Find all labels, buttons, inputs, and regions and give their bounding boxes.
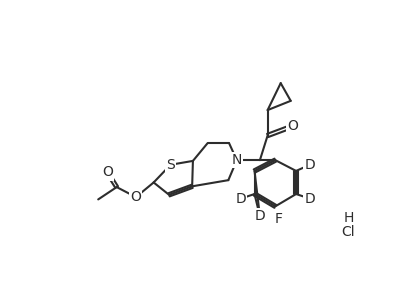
Text: O: O [102,165,113,179]
Text: H: H [343,211,354,225]
Text: D: D [304,192,315,206]
Text: O: O [131,190,142,204]
Text: O: O [287,119,298,133]
Text: N: N [231,153,242,167]
Text: D: D [255,209,265,223]
Text: D: D [235,192,246,206]
Text: Cl: Cl [341,225,355,239]
Text: D: D [304,158,315,172]
Text: F: F [274,212,282,226]
Text: S: S [166,158,175,172]
